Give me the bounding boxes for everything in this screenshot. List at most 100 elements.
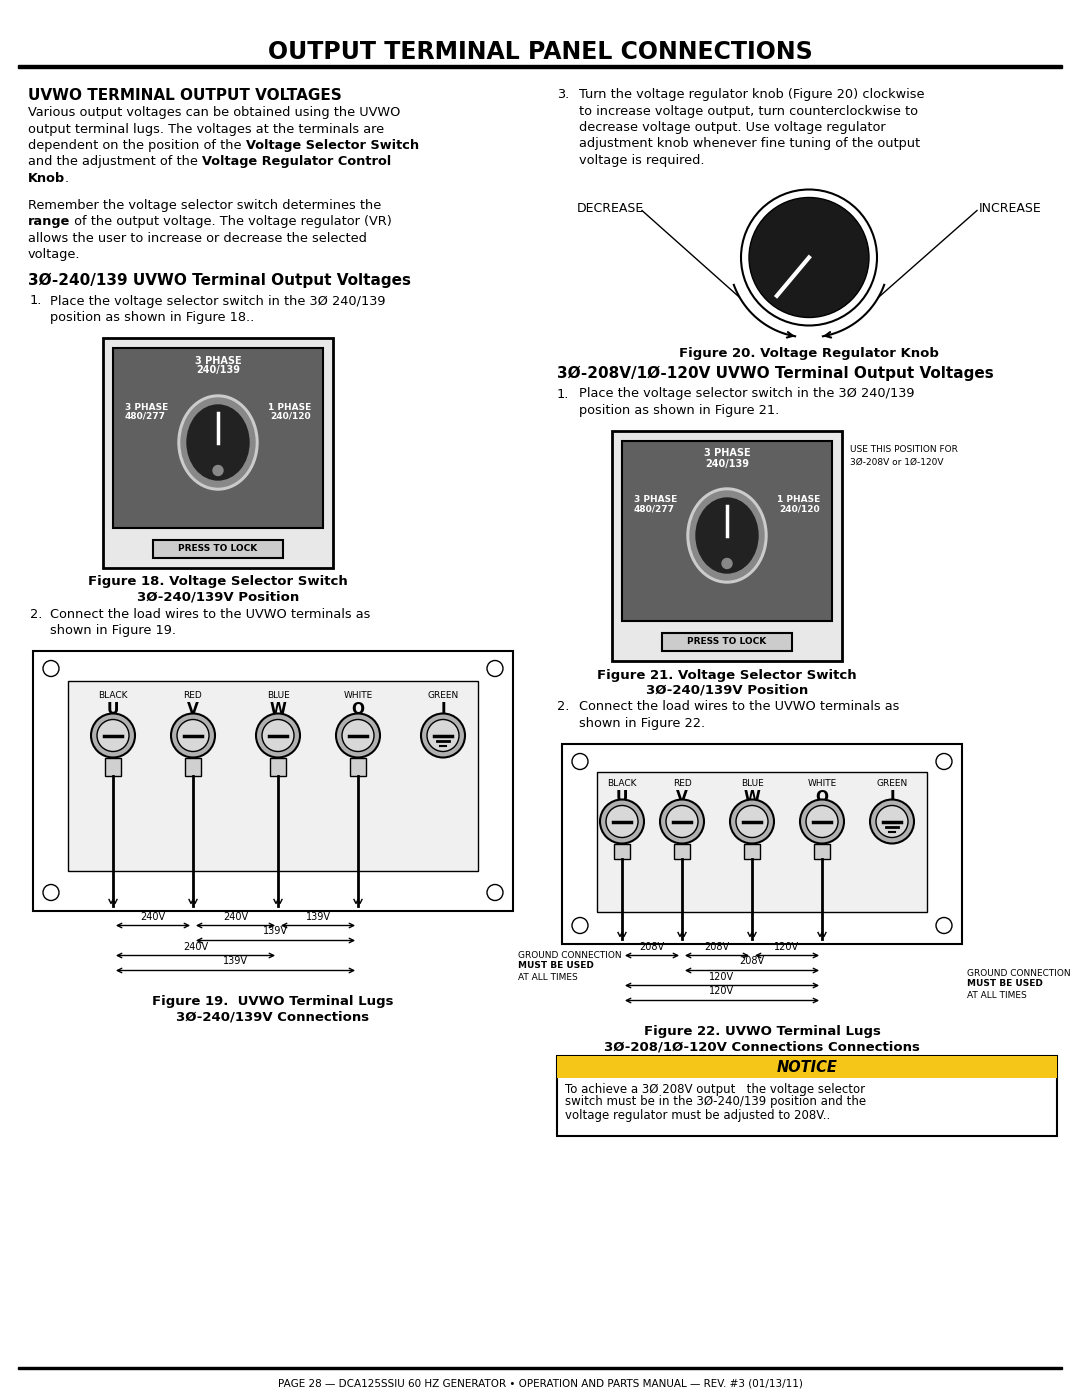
Bar	[662, 633, 792, 651]
Text: 139V: 139V	[222, 957, 248, 967]
Text: .: .	[65, 172, 69, 184]
Text: MUST BE USED: MUST BE USED	[967, 979, 1043, 989]
Text: GROUND CONNECTION: GROUND CONNECTION	[518, 950, 622, 960]
Text: W: W	[270, 703, 286, 718]
Text: Connect the load wires to the UVWO terminals as: Connect the load wires to the UVWO termi…	[579, 700, 900, 714]
Circle shape	[936, 918, 951, 933]
Text: OUTPUT TERMINAL PANEL CONNECTIONS: OUTPUT TERMINAL PANEL CONNECTIONS	[268, 41, 812, 64]
Text: voltage.: voltage.	[28, 249, 81, 261]
Circle shape	[487, 661, 503, 676]
Text: PRESS TO LOCK: PRESS TO LOCK	[687, 637, 767, 645]
Text: shown in Figure 19.: shown in Figure 19.	[50, 624, 176, 637]
Text: AT ALL TIMES: AT ALL TIMES	[518, 972, 578, 982]
Text: O: O	[351, 703, 365, 718]
Circle shape	[723, 559, 732, 569]
Text: 2.: 2.	[557, 700, 569, 714]
Bar	[674, 844, 690, 859]
Text: 3Ø-208V/1Ø-120V UVWO Terminal Output Voltages: 3Ø-208V/1Ø-120V UVWO Terminal Output Vol…	[557, 366, 994, 381]
Text: 3Ø-240/139 UVWO Terminal Output Voltages: 3Ø-240/139 UVWO Terminal Output Voltages	[28, 272, 411, 288]
Circle shape	[177, 719, 210, 752]
Text: 208V: 208V	[740, 957, 765, 967]
Circle shape	[572, 753, 588, 770]
Circle shape	[213, 465, 222, 475]
Circle shape	[487, 884, 503, 901]
Bar	[597, 771, 927, 911]
Text: 3Ø-240/139V Position: 3Ø-240/139V Position	[646, 683, 808, 697]
Text: INCREASE: INCREASE	[980, 203, 1042, 215]
Text: 139V: 139V	[264, 926, 288, 936]
Text: Knob: Knob	[28, 172, 65, 184]
Text: position as shown in Figure 18..: position as shown in Figure 18..	[50, 312, 254, 324]
Text: V: V	[676, 791, 688, 806]
Text: 3 PHASE: 3 PHASE	[125, 402, 168, 412]
Text: of the output voltage. The voltage regulator (VR): of the output voltage. The voltage regul…	[70, 215, 392, 228]
Text: 120V: 120V	[774, 942, 799, 951]
Ellipse shape	[181, 398, 255, 488]
Text: 1.: 1.	[557, 387, 569, 401]
Bar	[18, 66, 1062, 68]
Circle shape	[666, 806, 698, 837]
Text: O: O	[815, 791, 828, 806]
Text: Connect the load wires to the UVWO terminals as: Connect the load wires to the UVWO termi…	[50, 608, 370, 620]
Text: Figure 20. Voltage Regulator Knob: Figure 20. Voltage Regulator Knob	[679, 348, 939, 360]
Text: Voltage Regulator Control: Voltage Regulator Control	[202, 155, 391, 169]
Bar	[350, 757, 366, 775]
Circle shape	[421, 714, 465, 757]
Text: shown in Figure 22.: shown in Figure 22.	[579, 717, 705, 731]
Circle shape	[735, 806, 768, 837]
Text: 240V: 240V	[183, 942, 208, 951]
Text: 120V: 120V	[710, 971, 734, 982]
Circle shape	[342, 719, 374, 752]
Bar	[562, 743, 962, 943]
Circle shape	[171, 714, 215, 757]
Bar	[153, 539, 283, 557]
Bar	[185, 757, 201, 775]
Bar	[744, 844, 760, 859]
Text: 240/139: 240/139	[195, 366, 240, 376]
Circle shape	[750, 197, 869, 317]
Text: 3Ø-240/139V Position: 3Ø-240/139V Position	[137, 591, 299, 604]
Bar	[103, 338, 333, 567]
Text: Place the voltage selector switch in the 3Ø 240/139: Place the voltage selector switch in the…	[50, 295, 386, 307]
Bar	[814, 844, 831, 859]
Text: voltage is required.: voltage is required.	[579, 154, 704, 168]
Text: 3Ø-208V or 1Ø-120V: 3Ø-208V or 1Ø-120V	[850, 457, 944, 467]
Text: GREEN: GREEN	[876, 778, 907, 788]
Text: 1 PHASE: 1 PHASE	[268, 402, 311, 412]
Bar	[0, 0, 1080, 66]
Ellipse shape	[687, 488, 767, 583]
Circle shape	[741, 190, 877, 326]
Text: GREEN: GREEN	[428, 690, 459, 700]
Text: MUST BE USED: MUST BE USED	[518, 961, 594, 971]
Text: 208V: 208V	[704, 942, 730, 951]
Circle shape	[800, 799, 843, 844]
Text: Figure 22. UVWO Terminal Lugs: Figure 22. UVWO Terminal Lugs	[644, 1025, 880, 1038]
Text: 3 PHASE: 3 PHASE	[194, 355, 241, 366]
Ellipse shape	[696, 497, 758, 573]
Bar	[557, 1056, 1057, 1077]
Circle shape	[256, 714, 300, 757]
Text: 240V: 240V	[140, 911, 165, 922]
Text: 208V: 208V	[639, 942, 664, 951]
Text: U: U	[107, 703, 119, 718]
Text: Turn the voltage regulator knob (Figure 20) clockwise: Turn the voltage regulator knob (Figure …	[579, 88, 924, 101]
Circle shape	[870, 799, 914, 844]
Bar	[615, 844, 630, 859]
Text: 2.: 2.	[30, 608, 42, 620]
Text: Figure 21. Voltage Selector Switch: Figure 21. Voltage Selector Switch	[597, 669, 856, 682]
Text: Figure 19.  UVWO Terminal Lugs: Figure 19. UVWO Terminal Lugs	[152, 996, 394, 1009]
Text: 480/277: 480/277	[125, 412, 166, 420]
Text: to increase voltage output, turn counterclockwise to: to increase voltage output, turn counter…	[579, 105, 918, 117]
Text: DECREASE: DECREASE	[577, 203, 645, 215]
Circle shape	[660, 799, 704, 844]
Text: BLACK: BLACK	[98, 690, 127, 700]
Text: Place the voltage selector switch in the 3Ø 240/139: Place the voltage selector switch in the…	[579, 387, 915, 401]
Text: and the adjustment of the: and the adjustment of the	[28, 155, 202, 169]
Bar	[18, 1368, 1062, 1369]
Circle shape	[97, 719, 129, 752]
Text: decrease voltage output. Use voltage regulator: decrease voltage output. Use voltage reg…	[579, 122, 886, 134]
Text: UVWO TERMINAL OUTPUT VOLTAGES: UVWO TERMINAL OUTPUT VOLTAGES	[28, 88, 341, 103]
Text: NOTICE: NOTICE	[777, 1059, 837, 1074]
Text: switch must be in the 3Ø-240/139 position and the: switch must be in the 3Ø-240/139 positio…	[565, 1095, 866, 1108]
Circle shape	[936, 753, 951, 770]
